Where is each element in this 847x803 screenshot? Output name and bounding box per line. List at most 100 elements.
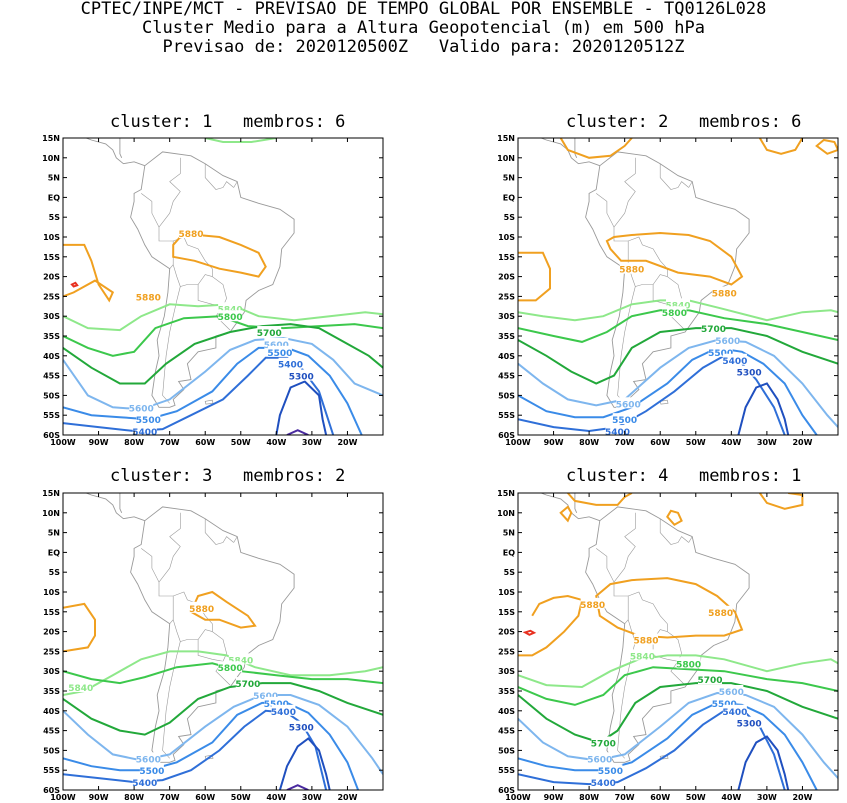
- lat-label: 50S: [498, 746, 515, 755]
- chart-header: CPTEC/INPE/MCT - PREVISAO DE TEMPO GLOBA…: [0, 0, 847, 57]
- contour-line-2: [518, 682, 838, 744]
- contour-line-4: [63, 336, 383, 411]
- lat-label: 5S: [49, 213, 61, 222]
- country-border-7: [233, 181, 238, 188]
- lon-label: 90W: [89, 438, 109, 447]
- contour-label-bg: [136, 752, 161, 764]
- contour-label-bg: [619, 262, 644, 274]
- lon-label: 50W: [231, 438, 251, 447]
- contour-label: 5400: [605, 428, 630, 438]
- south-america-coastline: [585, 506, 750, 763]
- contour-label: 5800: [218, 664, 243, 674]
- contour-label-bg: [179, 227, 203, 239]
- contour-line-0: [518, 654, 838, 689]
- lat-label: 10S: [498, 233, 515, 242]
- lat-label: 20S: [498, 273, 515, 282]
- contour-line-3: [63, 694, 383, 775]
- contour-label-bg: [136, 413, 161, 425]
- lon-label: 70W: [615, 793, 635, 802]
- lat-label: 25S: [498, 647, 515, 656]
- lat-label: 10N: [497, 509, 515, 518]
- contour-label: 5880: [619, 266, 644, 276]
- contour-line-11: [70, 281, 79, 288]
- country-border-6: [204, 163, 234, 190]
- country-border-3: [169, 264, 174, 269]
- contour-label-bg: [218, 302, 243, 314]
- contour-line-8: [286, 429, 309, 435]
- caribbean-coastline: [119, 493, 123, 513]
- lat-label: 15S: [43, 253, 60, 262]
- country-border-0: [613, 157, 686, 331]
- contour-line-12: [758, 493, 804, 510]
- falkland-islands: [204, 754, 214, 760]
- contour-label-bg: [605, 425, 630, 435]
- country-border-7: [688, 536, 693, 543]
- contour-label-bg: [634, 633, 658, 645]
- contour-label: 5300: [737, 720, 762, 730]
- contour-label-bg: [708, 605, 733, 617]
- plot-frame: [62, 137, 384, 436]
- contour-label-bg: [666, 298, 690, 310]
- contour-line-5: [63, 346, 363, 435]
- caribbean-coastline: [119, 138, 123, 158]
- country-border-3: [169, 619, 174, 624]
- contour-label-bg: [235, 677, 260, 689]
- country-border-6: [659, 518, 689, 545]
- contour-label-bg: [719, 685, 744, 696]
- contour-label-bg: [132, 425, 157, 435]
- contour-label: 5300: [289, 373, 314, 383]
- country-border-5: [197, 639, 224, 662]
- lat-label: 15N: [42, 489, 60, 498]
- contour-line-6: [278, 737, 331, 790]
- contour-line-10: [758, 138, 804, 155]
- contour-label: 5500: [139, 767, 164, 777]
- lat-label: 50S: [43, 746, 60, 755]
- contour-line-0: [63, 303, 383, 332]
- lat-label: 10N: [42, 509, 60, 518]
- contour-label-bg: [132, 776, 157, 788]
- lon-label: 80W: [579, 438, 599, 447]
- contour-label-bg: [189, 601, 214, 613]
- lat-label: 5N: [503, 529, 515, 538]
- contour-line-13: [522, 629, 537, 636]
- contour-line-8: [595, 577, 744, 639]
- lat-label: 55S: [498, 766, 515, 775]
- country-border-4: [162, 286, 181, 404]
- central-america-coastline: [539, 493, 600, 522]
- contour-label-bg: [136, 290, 161, 302]
- lon-label: 70W: [160, 438, 180, 447]
- lon-label: 100W: [50, 438, 76, 447]
- lat-label: 25S: [43, 647, 60, 656]
- lat-label: 30S: [43, 667, 60, 676]
- plot-frame: [62, 492, 384, 791]
- contour-label-bg: [68, 681, 93, 693]
- lat-label: 45S: [498, 372, 515, 381]
- panel-1-title: cluster: 1 membros: 6: [110, 112, 346, 132]
- contour-map-panel-1: 5880588058405800570056005500540053005600…: [42, 134, 384, 447]
- lon-label: 100W: [505, 793, 531, 802]
- contour-label: 5500: [708, 349, 733, 359]
- lat-label: 55S: [498, 411, 515, 420]
- lat-label: 10S: [43, 233, 60, 242]
- lon-label: 40W: [721, 793, 741, 802]
- lon-label: 100W: [505, 438, 531, 447]
- lon-label: 30W: [302, 793, 322, 802]
- contour-line-8: [63, 602, 96, 653]
- country-border-4: [617, 286, 636, 404]
- lat-label: 45S: [498, 727, 515, 736]
- contour-label: 5600: [616, 400, 641, 410]
- lat-label: 40S: [43, 707, 60, 716]
- lat-label: 55S: [43, 766, 60, 775]
- contour-label-bg: [737, 716, 762, 728]
- contour-label-bg: [722, 353, 747, 365]
- panel-2-title: cluster: 2 membros: 6: [566, 112, 802, 132]
- lat-label: 15S: [43, 608, 60, 617]
- lon-label: 60W: [650, 793, 670, 802]
- lat-label: 35S: [498, 687, 515, 696]
- country-border-2: [172, 241, 213, 287]
- contour-label-bg: [264, 696, 289, 708]
- contour-line-5: [518, 354, 786, 435]
- contour-line-7: [518, 594, 584, 657]
- contour-label: 5300: [737, 369, 762, 379]
- lat-label: 5S: [504, 568, 516, 577]
